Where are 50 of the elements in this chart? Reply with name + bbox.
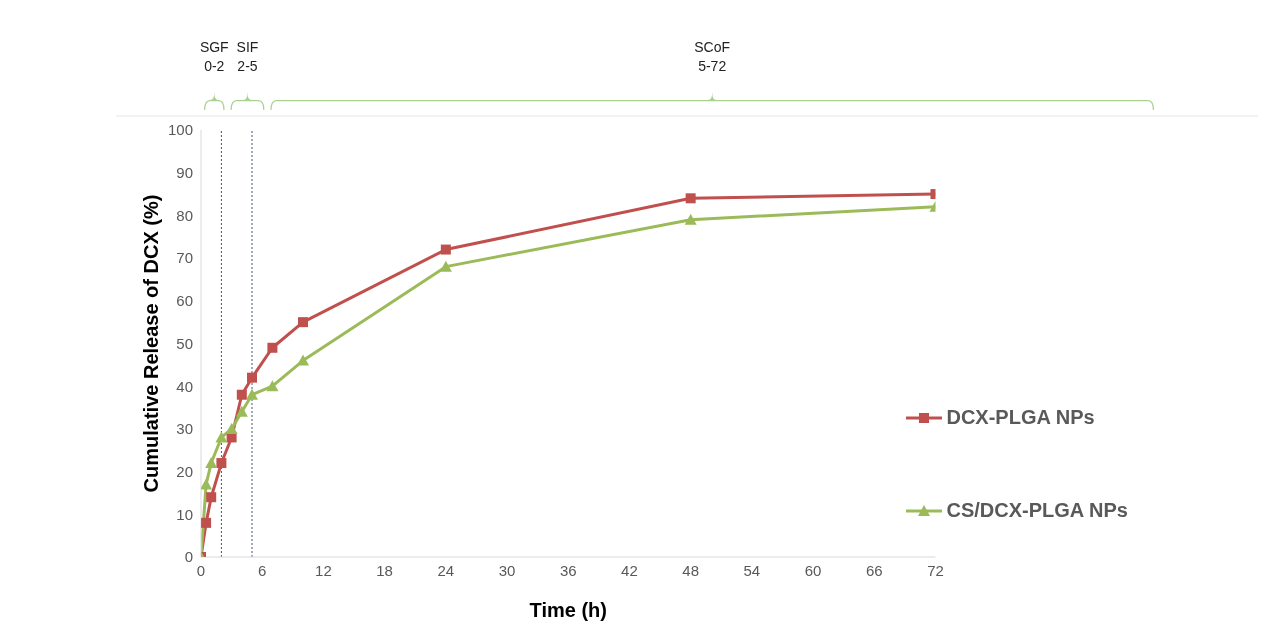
legend-label: DCX-PLGA NPs — [946, 406, 1095, 429]
point — [440, 244, 451, 255]
point — [216, 458, 227, 469]
x-tick-label: 18 — [376, 561, 393, 579]
point — [297, 354, 310, 366]
x-tick-label: 36 — [559, 561, 577, 579]
point — [236, 389, 247, 400]
x-tick-label: 30 — [498, 561, 516, 579]
point — [267, 342, 278, 353]
y-tick-label: 20 — [176, 462, 193, 480]
y-tick-label: 0 — [184, 548, 193, 566]
x-tick-label: 72 — [927, 561, 944, 579]
x-tick-label: 24 — [437, 561, 455, 579]
point — [685, 193, 696, 204]
text: SGF 0-2 — [199, 39, 229, 74]
y-axis-title: Cumulative Release of DCX (%) — [140, 194, 163, 493]
x-axis-title: Time (h) — [529, 599, 607, 621]
point — [439, 260, 452, 272]
y-tick-label: 40 — [176, 377, 193, 395]
y-tick-label: 10 — [176, 505, 193, 523]
y-tick-label: 100 — [167, 121, 193, 139]
x-tick-label: 42 — [621, 561, 638, 579]
y-tick-label: 30 — [176, 420, 193, 438]
x-tick-label: 60 — [804, 561, 822, 579]
x-tick-label: 0 — [196, 561, 206, 579]
text: SIF 2-5 — [236, 39, 259, 74]
point — [206, 492, 217, 503]
point — [684, 213, 697, 225]
point — [201, 478, 213, 490]
point — [246, 388, 259, 400]
y-tick-label: 60 — [176, 292, 193, 310]
point — [215, 431, 228, 443]
x-tick-label: 54 — [743, 561, 761, 579]
x-tick-label: 66 — [865, 561, 883, 579]
point — [298, 317, 309, 328]
x-tick-label: 12 — [315, 561, 332, 579]
y-tick-label: 70 — [176, 249, 193, 267]
point — [247, 372, 258, 383]
point — [225, 422, 238, 434]
text: SCoF 5-72 — [694, 39, 731, 74]
point — [205, 457, 218, 469]
x-tick-label: 48 — [682, 561, 699, 579]
y-tick-label: 90 — [176, 164, 193, 182]
x-tick-label: 6 — [258, 561, 267, 579]
y-tick-label: 50 — [176, 334, 193, 352]
point — [201, 517, 212, 528]
y-tick-label: 80 — [176, 206, 193, 224]
point — [235, 405, 248, 417]
point — [266, 380, 279, 392]
legend-label: CS/DCX-PLGA NPs — [946, 499, 1128, 522]
